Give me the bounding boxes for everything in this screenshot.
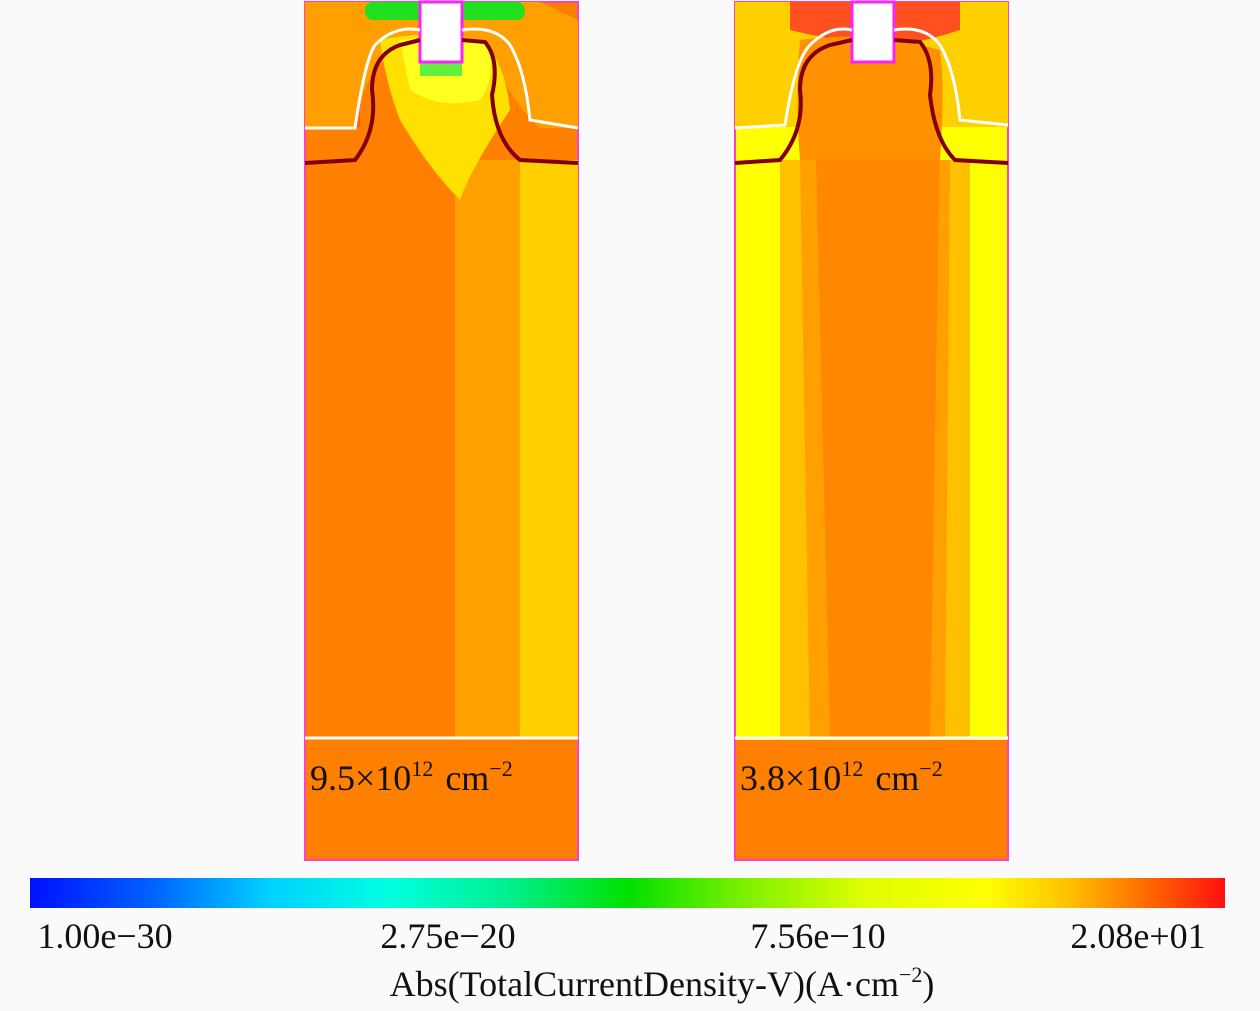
colorbar-title: Abs(TotalCurrentDensity-V)(A·cm−2) <box>390 962 935 1004</box>
panel-label: 3.8×1012 cm−2 <box>740 756 943 798</box>
left-panel <box>304 0 579 861</box>
colorbar-tick-label: 2.75e−20 <box>380 916 515 956</box>
panel-label: 9.5×1012 cm−2 <box>310 756 513 798</box>
colorbar-tick-label: 7.56e−10 <box>750 916 885 956</box>
label-unit: cm <box>875 758 919 798</box>
right-panel <box>734 0 1009 861</box>
label-exponent: 12 <box>841 756 863 781</box>
label-base: 3.8×10 <box>740 758 841 798</box>
colorbar <box>30 878 1225 908</box>
colorbar-tick-label: 1.00e−30 <box>37 916 172 956</box>
label-exponent: 12 <box>411 756 433 781</box>
label-base: 9.5×10 <box>310 758 411 798</box>
label-unit: cm <box>445 758 489 798</box>
colorbar-tick-label: 2.08e+01 <box>1070 916 1205 956</box>
title-end: ) <box>922 964 934 1004</box>
title-exponent: −2 <box>899 962 922 987</box>
label-unit-exponent: −2 <box>919 756 942 781</box>
label-unit-exponent: −2 <box>489 756 512 781</box>
title-text: Abs(TotalCurrentDensity-V)(A·cm <box>390 964 899 1004</box>
